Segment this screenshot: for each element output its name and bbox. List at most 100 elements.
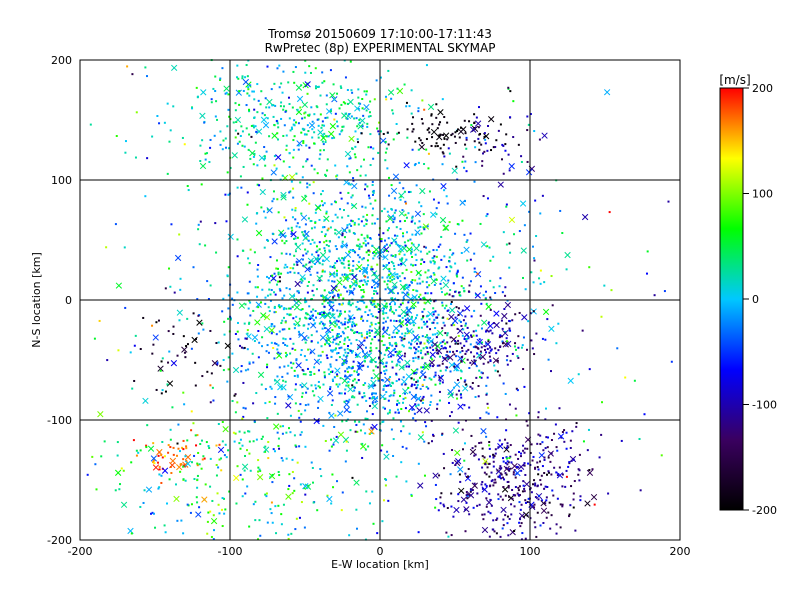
- data-point: [470, 335, 473, 338]
- data-point: [334, 228, 337, 231]
- data-point: [263, 155, 266, 158]
- data-point: [290, 232, 293, 235]
- data-point: [505, 340, 508, 343]
- data-point: [218, 458, 221, 461]
- data-point-cross: [419, 187, 426, 195]
- data-point: [417, 301, 420, 304]
- data-point: [247, 307, 250, 310]
- data-point: [485, 384, 488, 387]
- data-point: [363, 224, 366, 227]
- data-point: [313, 322, 316, 325]
- data-point-cross: [590, 493, 598, 501]
- data-point: [424, 353, 427, 356]
- data-point-cross: [417, 482, 424, 489]
- data-point: [342, 257, 345, 260]
- data-point: [369, 346, 372, 349]
- data-point: [323, 323, 326, 326]
- data-point: [306, 182, 309, 185]
- data-point: [390, 184, 393, 187]
- data-point: [292, 267, 295, 270]
- data-point: [276, 267, 279, 270]
- data-point: [238, 103, 241, 106]
- data-point: [266, 417, 269, 420]
- data-point-cross: [347, 386, 354, 393]
- data-point: [282, 308, 285, 311]
- data-point: [298, 226, 301, 229]
- data-point: [474, 293, 477, 296]
- data-point: [283, 294, 286, 297]
- data-point: [323, 300, 326, 303]
- data-point: [305, 391, 308, 394]
- data-point: [207, 511, 210, 514]
- data-point: [415, 316, 418, 319]
- data-point: [304, 297, 307, 300]
- data-point-cross: [342, 436, 350, 443]
- data-point: [347, 400, 350, 403]
- data-point: [329, 226, 332, 229]
- data-point: [320, 193, 323, 196]
- data-point: [572, 458, 575, 461]
- data-point: [353, 153, 356, 156]
- data-point: [541, 441, 544, 444]
- data-point: [386, 412, 389, 415]
- data-point: [287, 533, 290, 536]
- data-point: [344, 327, 347, 330]
- data-point: [288, 166, 291, 169]
- data-point: [441, 151, 444, 154]
- data-point: [436, 332, 439, 335]
- data-point: [206, 520, 209, 523]
- data-point: [347, 380, 350, 383]
- data-point: [559, 526, 562, 529]
- data-point: [389, 280, 392, 283]
- data-point: [426, 252, 429, 255]
- data-point: [476, 504, 479, 507]
- data-point: [246, 292, 249, 295]
- data-point: [432, 272, 435, 275]
- data-point: [473, 454, 476, 457]
- data-point: [298, 445, 301, 448]
- data-point: [264, 296, 267, 299]
- data-point-cross: [467, 492, 475, 499]
- data-point: [433, 318, 436, 321]
- data-point: [468, 494, 471, 497]
- data-point: [353, 370, 356, 373]
- data-point: [480, 441, 483, 444]
- data-point: [446, 317, 449, 320]
- data-point: [152, 461, 155, 464]
- data-point: [247, 148, 250, 151]
- data-point: [355, 339, 358, 342]
- data-point: [493, 481, 496, 484]
- data-point: [382, 321, 385, 324]
- data-point: [452, 252, 455, 255]
- data-point: [273, 305, 276, 308]
- data-point-cross: [403, 162, 410, 169]
- data-point: [535, 332, 538, 335]
- data-point: [539, 460, 542, 463]
- data-point: [432, 256, 435, 259]
- data-point-cross: [454, 449, 461, 457]
- data-point: [182, 391, 185, 394]
- data-point: [273, 379, 276, 382]
- data-point-cross: [540, 507, 548, 514]
- data-point: [277, 437, 280, 440]
- data-point: [296, 461, 299, 464]
- data-point: [484, 290, 487, 293]
- data-point: [263, 146, 266, 149]
- data-point: [480, 483, 483, 486]
- data-point-cross: [508, 216, 516, 224]
- data-point: [320, 294, 323, 297]
- data-point: [350, 290, 353, 293]
- data-point: [236, 186, 239, 189]
- data-point: [406, 313, 409, 316]
- data-point: [370, 265, 373, 268]
- data-point: [311, 289, 314, 292]
- data-point: [409, 238, 412, 241]
- data-point: [386, 326, 389, 329]
- data-point: [163, 455, 166, 458]
- data-point: [341, 491, 344, 494]
- data-point: [172, 446, 175, 449]
- data-point: [330, 301, 333, 304]
- data-point: [196, 486, 199, 489]
- data-point: [373, 384, 376, 387]
- data-point: [385, 384, 388, 387]
